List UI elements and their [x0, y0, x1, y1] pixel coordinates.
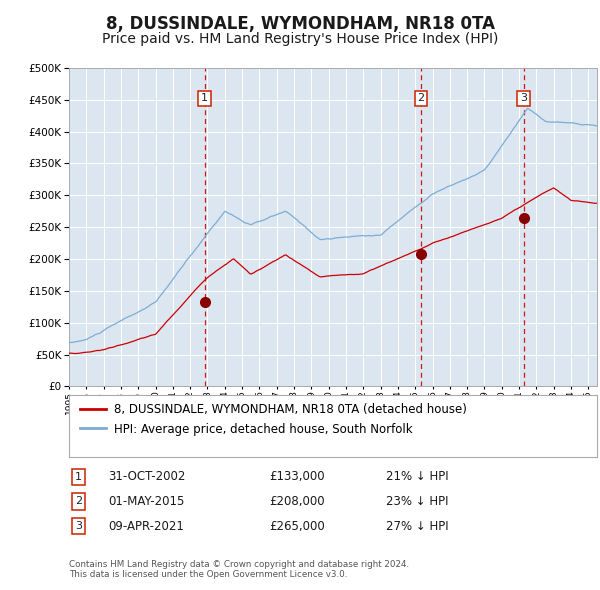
Text: 01-MAY-2015: 01-MAY-2015: [109, 495, 185, 508]
Text: 31-OCT-2002: 31-OCT-2002: [109, 470, 186, 483]
Text: 27% ↓ HPI: 27% ↓ HPI: [386, 520, 448, 533]
Text: 2: 2: [75, 497, 82, 506]
Text: 09-APR-2021: 09-APR-2021: [109, 520, 184, 533]
Text: 3: 3: [520, 93, 527, 103]
Legend: 8, DUSSINDALE, WYMONDHAM, NR18 0TA (detached house), HPI: Average price, detache: 8, DUSSINDALE, WYMONDHAM, NR18 0TA (deta…: [80, 403, 467, 435]
Text: Price paid vs. HM Land Registry's House Price Index (HPI): Price paid vs. HM Land Registry's House …: [102, 32, 498, 47]
Text: £208,000: £208,000: [269, 495, 325, 508]
Text: 2: 2: [418, 93, 425, 103]
Text: 1: 1: [201, 93, 208, 103]
Text: 23% ↓ HPI: 23% ↓ HPI: [386, 495, 448, 508]
Text: £265,000: £265,000: [269, 520, 325, 533]
Text: £133,000: £133,000: [269, 470, 325, 483]
Text: 3: 3: [75, 521, 82, 531]
Text: 1: 1: [75, 472, 82, 482]
Text: 8, DUSSINDALE, WYMONDHAM, NR18 0TA: 8, DUSSINDALE, WYMONDHAM, NR18 0TA: [106, 15, 494, 33]
Text: Contains HM Land Registry data © Crown copyright and database right 2024.
This d: Contains HM Land Registry data © Crown c…: [69, 560, 409, 579]
Text: 21% ↓ HPI: 21% ↓ HPI: [386, 470, 448, 483]
